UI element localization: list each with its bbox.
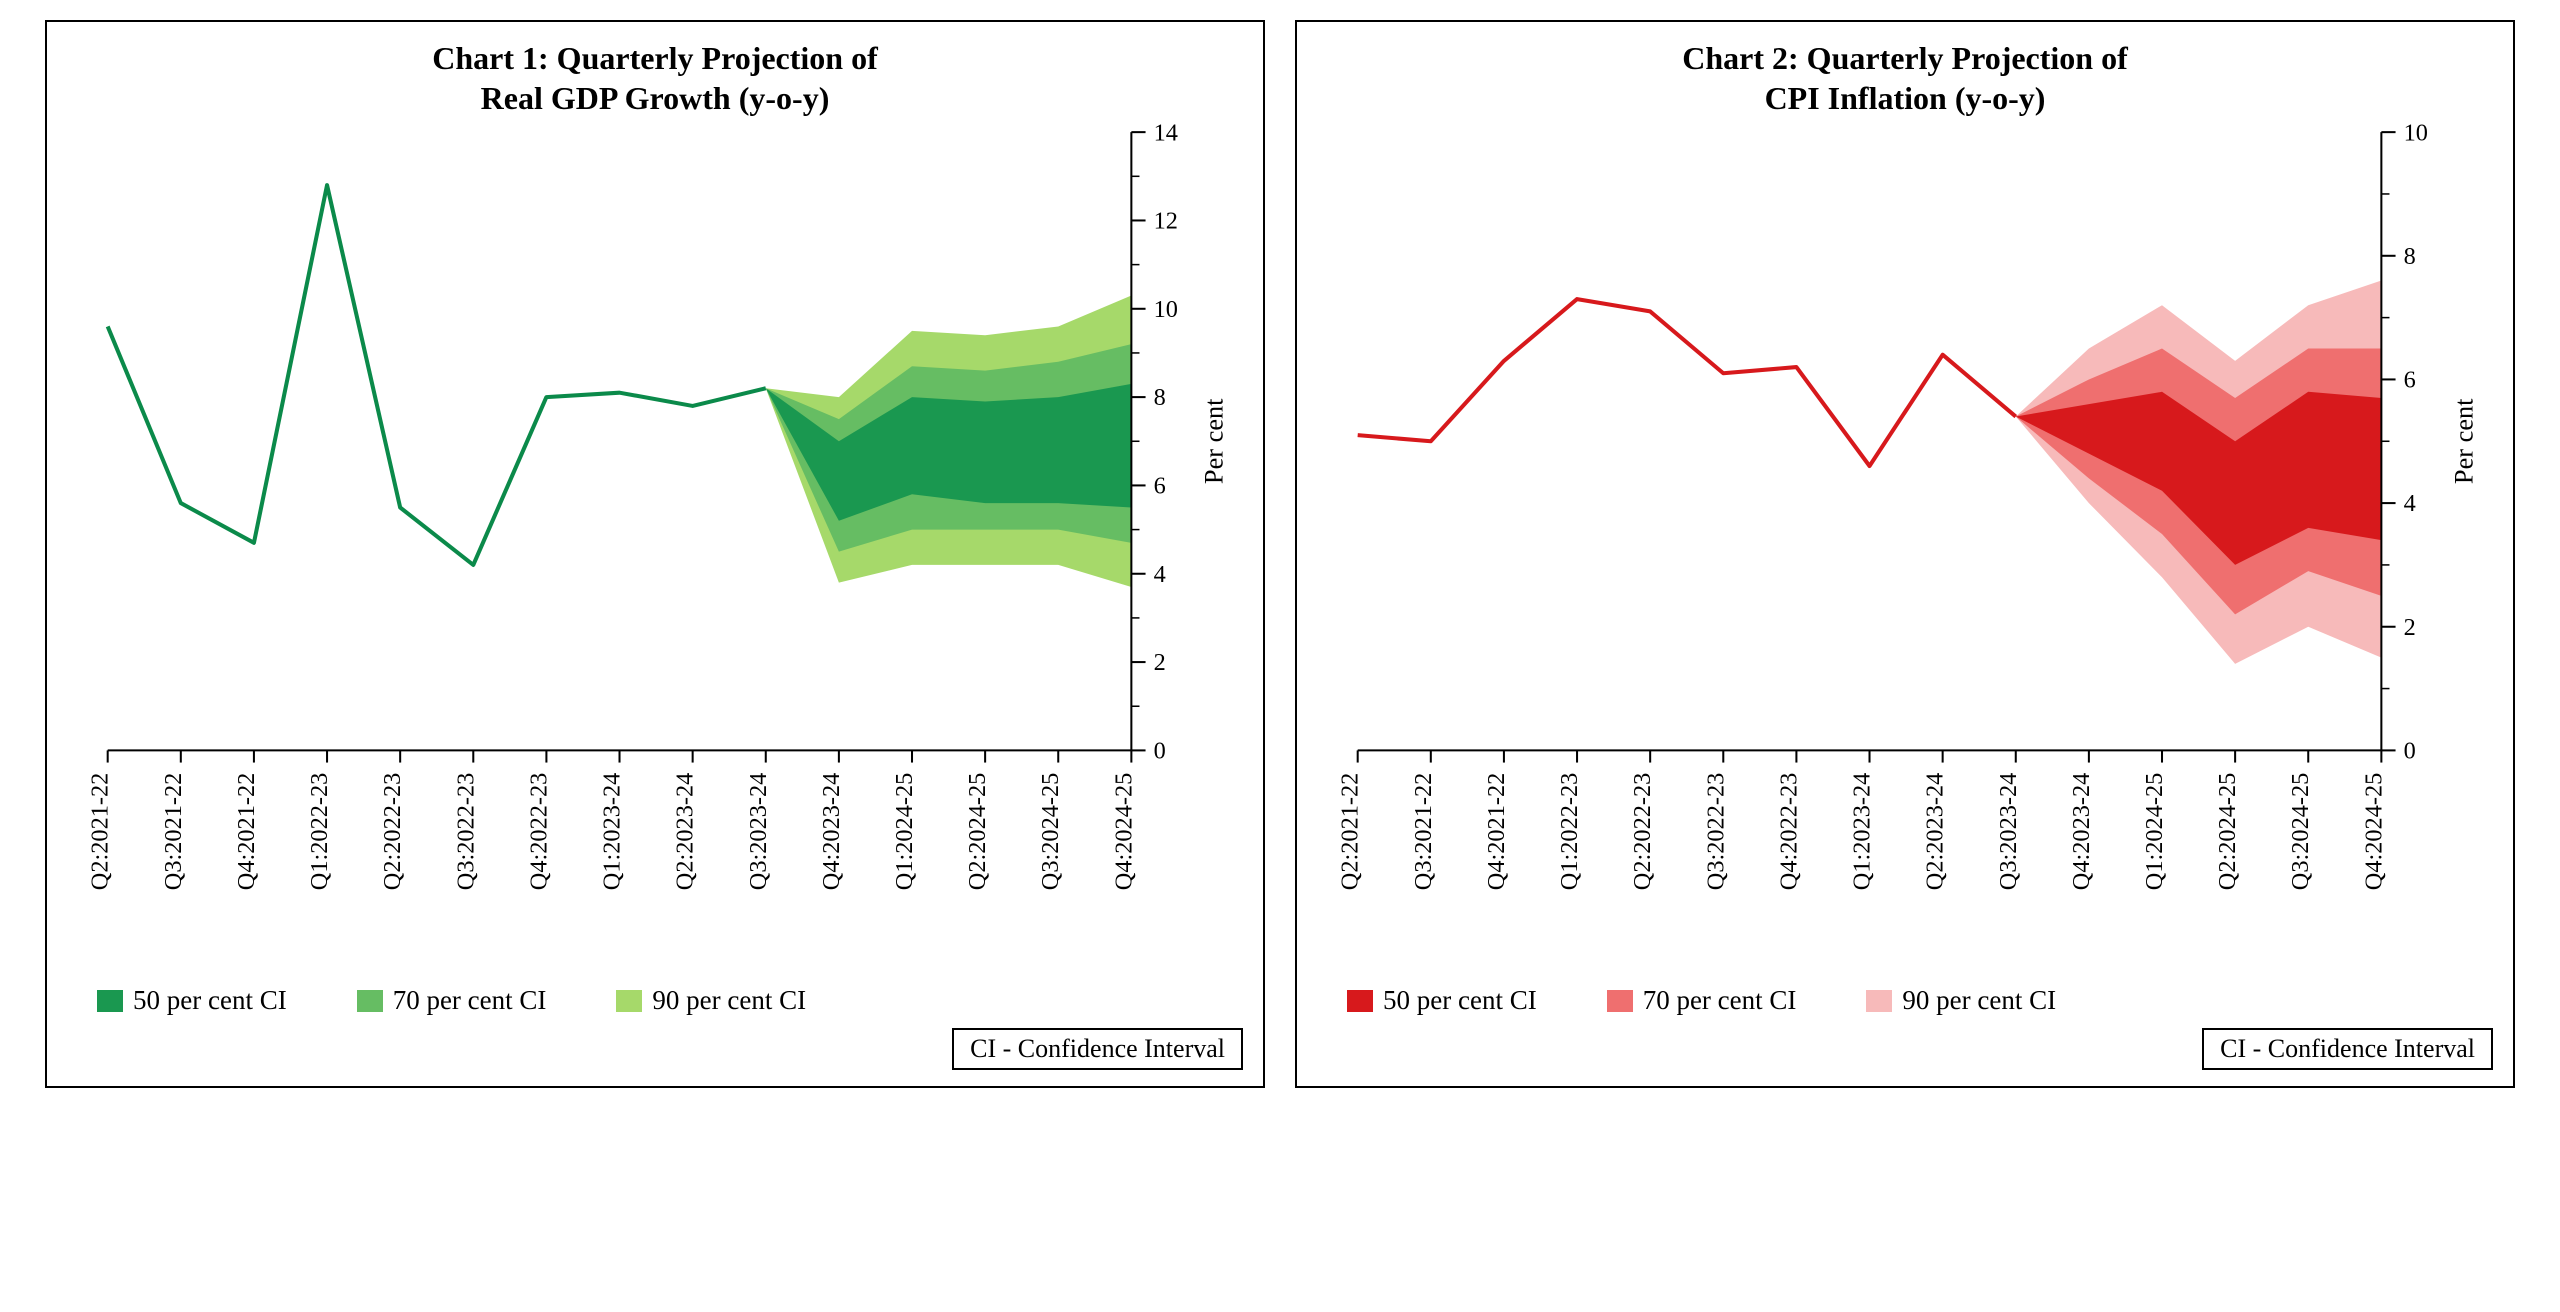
legend-item-ci50: 50 per cent CI	[97, 985, 287, 1016]
svg-text:Q4:2024-25: Q4:2024-25	[2360, 773, 2387, 891]
plot-svg-cpi: 0 2 4 6 8 10 Per cent Q2:2021-22 Q3:2021-22 Q4:20…	[1307, 122, 2503, 973]
svg-text:4: 4	[1154, 561, 1166, 588]
svg-text:Q4:2021-22: Q4:2021-22	[233, 773, 260, 891]
chart-title-gdp: Chart 1: Quarterly Projection of Real GD…	[57, 38, 1253, 118]
svg-text:Q2:2022-23: Q2:2022-23	[1629, 773, 1656, 891]
svg-text:Per cent: Per cent	[2450, 398, 2479, 484]
svg-text:Q3:2023-24: Q3:2023-24	[745, 773, 772, 891]
chart-title-cpi: Chart 2: Quarterly Projection of CPI Inf…	[1307, 38, 2503, 118]
legend-swatch-icon	[1347, 990, 1373, 1012]
legend-row-gdp: 50 per cent CI 70 per cent CI 90 per cen…	[57, 973, 1253, 1024]
legend-item-ci90: 90 per cent CI	[1866, 985, 2056, 1016]
svg-text:Q2:2021-22: Q2:2021-22	[1337, 773, 1364, 891]
svg-text:Q2:2023-24: Q2:2023-24	[672, 773, 699, 891]
footnote-text: CI - Confidence Interval	[970, 1034, 1225, 1063]
plot-wrap-cpi: 0 2 4 6 8 10 Per cent Q2:2021-22 Q3:2021-22 Q4:20…	[1307, 122, 2503, 973]
legend-swatch-icon	[1866, 990, 1892, 1012]
svg-text:Q3:2022-23: Q3:2022-23	[1702, 773, 1729, 891]
svg-text:Q3:2022-23: Q3:2022-23	[452, 773, 479, 891]
legend-item-ci70: 70 per cent CI	[1607, 985, 1797, 1016]
charts-container: Chart 1: Quarterly Projection of Real GD…	[20, 20, 2540, 1088]
svg-text:Q3:2021-22: Q3:2021-22	[160, 773, 187, 891]
legend-label: 90 per cent CI	[652, 985, 806, 1016]
svg-text:10: 10	[1154, 296, 1178, 323]
title-line2: CPI Inflation (y-o-y)	[1765, 80, 2046, 116]
svg-text:Q3:2024-25: Q3:2024-25	[1037, 773, 1064, 891]
footnote-box-gdp: CI - Confidence Interval	[952, 1028, 1243, 1070]
svg-text:Q3:2024-25: Q3:2024-25	[2287, 773, 2314, 891]
chart-panel-cpi: Chart 2: Quarterly Projection of CPI Inf…	[1295, 20, 2515, 1088]
svg-text:Q2:2024-25: Q2:2024-25	[2214, 773, 2241, 891]
svg-text:6: 6	[2404, 367, 2416, 394]
svg-text:Q2:2024-25: Q2:2024-25	[964, 773, 991, 891]
svg-text:6: 6	[1154, 473, 1166, 500]
svg-text:Q1:2022-23: Q1:2022-23	[1556, 773, 1583, 891]
footnote-box-cpi: CI - Confidence Interval	[2202, 1028, 2493, 1070]
legend-item-ci90: 90 per cent CI	[616, 985, 806, 1016]
svg-text:Q4:2022-23: Q4:2022-23	[525, 773, 552, 891]
legend-label: 50 per cent CI	[1383, 985, 1537, 1016]
svg-text:8: 8	[1154, 384, 1166, 411]
svg-text:12: 12	[1154, 208, 1178, 235]
svg-text:Q4:2022-23: Q4:2022-23	[1775, 773, 1802, 891]
svg-text:Per cent: Per cent	[1200, 398, 1229, 484]
svg-text:10: 10	[2404, 122, 2428, 146]
footnote-text: CI - Confidence Interval	[2220, 1034, 2475, 1063]
svg-text:Q4:2024-25: Q4:2024-25	[1110, 773, 1137, 891]
legend-item-ci70: 70 per cent CI	[357, 985, 547, 1016]
legend-label: 50 per cent CI	[133, 985, 287, 1016]
plot-wrap-gdp: 0 2 4 6 8 10 12 14 Per cent Q2:2021-22 Q3:2021-22 Q…	[57, 122, 1253, 973]
svg-text:Q3:2021-22: Q3:2021-22	[1410, 773, 1437, 891]
svg-text:Q3:2023-24: Q3:2023-24	[1995, 773, 2022, 891]
legend-label: 70 per cent CI	[393, 985, 547, 1016]
svg-text:0: 0	[2404, 738, 2416, 765]
legend-item-ci50: 50 per cent CI	[1347, 985, 1537, 1016]
svg-text:8: 8	[2404, 243, 2416, 270]
svg-text:Q1:2023-24: Q1:2023-24	[599, 773, 626, 891]
title-line1: Chart 1: Quarterly Projection of	[432, 40, 878, 76]
svg-text:Q1:2024-25: Q1:2024-25	[2141, 773, 2168, 891]
svg-text:14: 14	[1154, 122, 1178, 146]
svg-text:Q1:2022-23: Q1:2022-23	[306, 773, 333, 891]
svg-text:Q2:2023-24: Q2:2023-24	[1922, 773, 1949, 891]
svg-text:0: 0	[1154, 738, 1166, 765]
legend-label: 70 per cent CI	[1643, 985, 1797, 1016]
svg-text:Q4:2023-24: Q4:2023-24	[2068, 773, 2095, 891]
chart-panel-gdp: Chart 1: Quarterly Projection of Real GD…	[45, 20, 1265, 1088]
svg-text:2: 2	[1154, 649, 1166, 676]
legend-row-cpi: 50 per cent CI 70 per cent CI 90 per cen…	[1307, 973, 2503, 1024]
svg-text:Q2:2022-23: Q2:2022-23	[379, 773, 406, 891]
svg-text:4: 4	[2404, 490, 2416, 517]
legend-swatch-icon	[1607, 990, 1633, 1012]
legend-label: 90 per cent CI	[1902, 985, 2056, 1016]
plot-svg-gdp: 0 2 4 6 8 10 12 14 Per cent Q2:2021-22 Q3:2021-22 Q…	[57, 122, 1253, 973]
svg-text:Q2:2021-22: Q2:2021-22	[87, 773, 114, 891]
svg-text:Q1:2023-24: Q1:2023-24	[1849, 773, 1876, 891]
svg-text:Q1:2024-25: Q1:2024-25	[891, 773, 918, 891]
legend-swatch-icon	[357, 990, 383, 1012]
title-line2: Real GDP Growth (y-o-y)	[481, 80, 830, 116]
svg-text:Q4:2023-24: Q4:2023-24	[818, 773, 845, 891]
svg-text:2: 2	[2404, 614, 2416, 641]
legend-swatch-icon	[616, 990, 642, 1012]
svg-text:Q4:2021-22: Q4:2021-22	[1483, 773, 1510, 891]
title-line1: Chart 2: Quarterly Projection of	[1682, 40, 2128, 76]
legend-swatch-icon	[97, 990, 123, 1012]
